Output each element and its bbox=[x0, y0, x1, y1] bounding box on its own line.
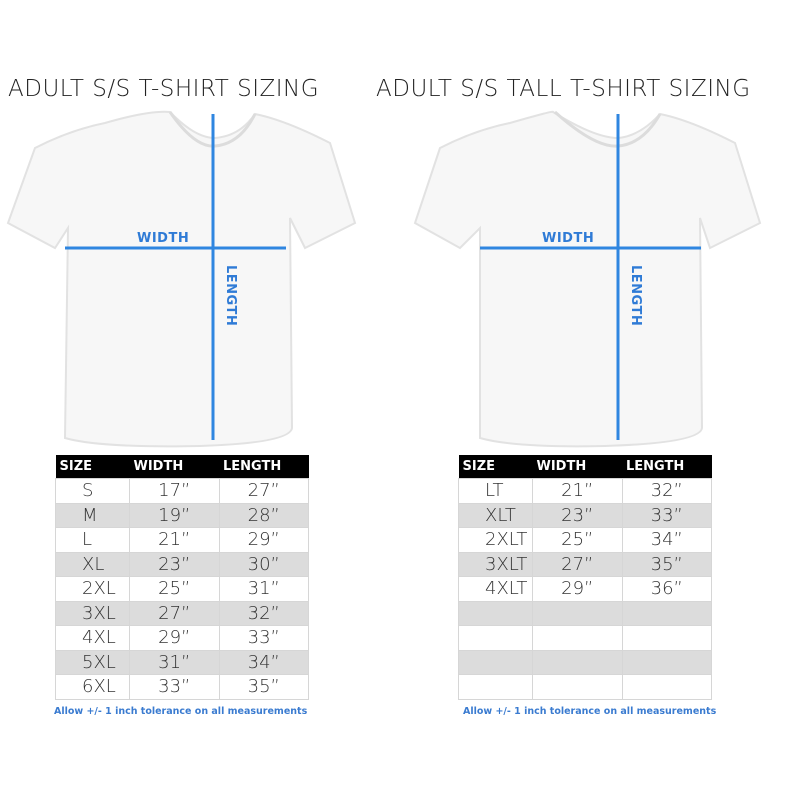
length-cell: 33” bbox=[218, 625, 309, 651]
tolerance-note-left: Allow +/- 1 inch tolerance on all measur… bbox=[54, 706, 308, 717]
column-header: SIZE bbox=[458, 455, 533, 479]
size-cell: 2XL bbox=[55, 576, 130, 602]
width-cell: 23” bbox=[532, 502, 623, 528]
table-row: S 17” 27” bbox=[55, 478, 309, 504]
width-cell bbox=[532, 600, 623, 626]
table-row bbox=[458, 625, 712, 651]
length-cell bbox=[621, 649, 712, 675]
table-header-row: SIZE WIDTH LENGTH bbox=[458, 455, 712, 479]
size-cell bbox=[458, 625, 533, 651]
table-row bbox=[458, 600, 712, 626]
width-cell bbox=[532, 649, 623, 675]
width-cell bbox=[532, 674, 623, 700]
table-row: L 21” 29” bbox=[55, 527, 309, 553]
length-cell bbox=[621, 600, 712, 626]
width-cell: 23” bbox=[129, 551, 220, 577]
length-cell: 31” bbox=[218, 576, 309, 602]
length-cell: 32” bbox=[218, 600, 309, 626]
tshirt-image bbox=[413, 110, 762, 448]
size-table-left: SIZE WIDTH LENGTH S 17” 27” M 19” 28” L 21” 29” XL 23… bbox=[55, 455, 309, 700]
width-cell: 19” bbox=[129, 502, 220, 528]
length-cell: 35” bbox=[218, 674, 309, 700]
width-label: WIDTH bbox=[542, 231, 595, 246]
length-cell: 36” bbox=[621, 576, 712, 602]
size-cell: XLT bbox=[458, 502, 533, 528]
length-cell: 30” bbox=[218, 551, 309, 577]
length-cell: 33” bbox=[621, 502, 712, 528]
size-cell bbox=[458, 674, 533, 700]
table-row bbox=[458, 649, 712, 675]
size-cell: XL bbox=[55, 551, 130, 577]
width-cell: 25” bbox=[129, 576, 220, 602]
table-row: 5XL 31” 34” bbox=[55, 649, 309, 675]
size-cell: 2XLT bbox=[458, 527, 533, 553]
tshirt-diagram-left: WIDTH LENGTH bbox=[0, 108, 360, 453]
size-cell: 3XLT bbox=[458, 551, 533, 577]
width-cell: 17” bbox=[129, 478, 220, 504]
tshirt-image bbox=[6, 110, 357, 448]
table-row: 2XLT 25” 34” bbox=[458, 527, 712, 553]
column-header: LENGTH bbox=[622, 455, 712, 479]
size-cell: S bbox=[55, 478, 130, 504]
length-cell bbox=[621, 625, 712, 651]
table-row bbox=[458, 674, 712, 700]
column-header: SIZE bbox=[55, 455, 130, 479]
size-cell bbox=[458, 600, 533, 626]
width-cell bbox=[532, 625, 623, 651]
length-cell: 27” bbox=[218, 478, 309, 504]
table-row: 6XL 33” 35” bbox=[55, 674, 309, 700]
size-cell: M bbox=[55, 502, 130, 528]
width-cell: 21” bbox=[532, 478, 623, 504]
table-row: LT 21” 32” bbox=[458, 478, 712, 504]
size-table-right: SIZE WIDTH LENGTH LT 21” 32” XLT 23” 33” 2XLT 25” 3… bbox=[458, 455, 712, 700]
size-cell: 4XL bbox=[55, 625, 130, 651]
table-row: M 19” 28” bbox=[55, 502, 309, 528]
width-cell: 31” bbox=[129, 649, 220, 675]
right-chart-title: ADULT S/S TALL T-SHIRT SIZING bbox=[376, 76, 751, 102]
size-cell: 6XL bbox=[55, 674, 130, 700]
table-row: 3XLT 27” 35” bbox=[458, 551, 712, 577]
length-label: LENGTH bbox=[628, 265, 643, 327]
width-cell: 27” bbox=[129, 600, 220, 626]
table-row: 3XL 27” 32” bbox=[55, 600, 309, 626]
table-row: 4XLT 29” 36” bbox=[458, 576, 712, 602]
table-row: 4XL 29” 33” bbox=[55, 625, 309, 651]
width-cell: 25” bbox=[532, 527, 623, 553]
length-cell: 32” bbox=[621, 478, 712, 504]
width-cell: 21” bbox=[129, 527, 220, 553]
length-cell: 35” bbox=[621, 551, 712, 577]
table-row: XLT 23” 33” bbox=[458, 502, 712, 528]
length-cell bbox=[621, 674, 712, 700]
column-header: LENGTH bbox=[219, 455, 309, 479]
table-row: XL 23” 30” bbox=[55, 551, 309, 577]
tolerance-note-right: Allow +/- 1 inch tolerance on all measur… bbox=[463, 706, 717, 717]
size-cell: 5XL bbox=[55, 649, 130, 675]
width-label: WIDTH bbox=[137, 231, 190, 246]
width-cell: 33” bbox=[129, 674, 220, 700]
table-row: 2XL 25” 31” bbox=[55, 576, 309, 602]
length-cell: 34” bbox=[218, 649, 309, 675]
size-cell: LT bbox=[458, 478, 533, 504]
tshirt-diagram-right: WIDTH LENGTH bbox=[405, 108, 765, 453]
length-label: LENGTH bbox=[223, 265, 238, 327]
size-cell: 4XLT bbox=[458, 576, 533, 602]
left-chart-title: ADULT S/S T-SHIRT SIZING bbox=[8, 76, 320, 102]
width-cell: 27” bbox=[532, 551, 623, 577]
length-cell: 29” bbox=[218, 527, 309, 553]
length-cell: 28” bbox=[218, 502, 309, 528]
size-cell: L bbox=[55, 527, 130, 553]
width-cell: 29” bbox=[532, 576, 623, 602]
size-cell bbox=[458, 649, 533, 675]
column-header: WIDTH bbox=[532, 455, 622, 479]
length-cell: 34” bbox=[621, 527, 712, 553]
size-cell: 3XL bbox=[55, 600, 130, 626]
width-cell: 29” bbox=[129, 625, 220, 651]
table-header-row: SIZE WIDTH LENGTH bbox=[55, 455, 309, 479]
column-header: WIDTH bbox=[129, 455, 219, 479]
